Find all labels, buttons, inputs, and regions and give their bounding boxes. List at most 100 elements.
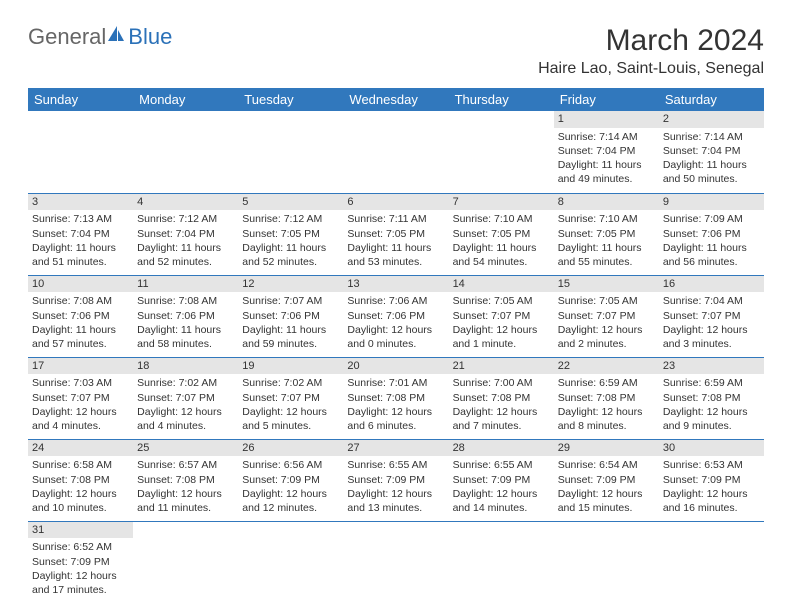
sunrise-text: Sunrise: 7:06 AM [347,294,444,308]
sunrise-text: Sunrise: 7:11 AM [347,212,444,226]
logo: General Blue [28,24,172,50]
day-cell: 12Sunrise: 7:07 AMSunset: 7:06 PMDayligh… [238,275,343,357]
empty-cell [343,111,448,193]
daylight-text: Daylight: 11 hours and 56 minutes. [663,241,760,269]
sunset-text: Sunset: 7:07 PM [558,309,655,323]
sunset-text: Sunset: 7:06 PM [242,309,339,323]
day-cell: 1Sunrise: 7:14 AMSunset: 7:04 PMDaylight… [554,111,659,193]
sunset-text: Sunset: 7:09 PM [32,555,129,569]
sunrise-text: Sunrise: 7:12 AM [137,212,234,226]
sunrise-text: Sunrise: 7:09 AM [663,212,760,226]
day-cell: 11Sunrise: 7:08 AMSunset: 7:06 PMDayligh… [133,275,238,357]
daylight-text: Daylight: 12 hours and 7 minutes. [453,405,550,433]
daylight-text: Daylight: 12 hours and 4 minutes. [32,405,129,433]
sunrise-text: Sunrise: 6:59 AM [663,376,760,390]
day-number: 28 [449,440,554,457]
sunset-text: Sunset: 7:04 PM [558,144,655,158]
sunset-text: Sunset: 7:06 PM [663,227,760,241]
sunset-text: Sunset: 7:05 PM [242,227,339,241]
sunset-text: Sunset: 7:09 PM [242,473,339,487]
sunset-text: Sunset: 7:07 PM [32,391,129,405]
sunset-text: Sunset: 7:05 PM [347,227,444,241]
empty-cell [28,111,133,193]
daylight-text: Daylight: 12 hours and 4 minutes. [137,405,234,433]
day-number: 4 [133,194,238,211]
day-number: 18 [133,358,238,375]
calendar-row: 17Sunrise: 7:03 AMSunset: 7:07 PMDayligh… [28,357,764,439]
sunrise-text: Sunrise: 6:59 AM [558,376,655,390]
sunrise-text: Sunrise: 6:57 AM [137,458,234,472]
sunrise-text: Sunrise: 6:53 AM [663,458,760,472]
month-title: March 2024 [538,24,764,58]
calendar-row: 3Sunrise: 7:13 AMSunset: 7:04 PMDaylight… [28,193,764,275]
sunset-text: Sunset: 7:07 PM [137,391,234,405]
sunrise-text: Sunrise: 6:54 AM [558,458,655,472]
day-cell: 18Sunrise: 7:02 AMSunset: 7:07 PMDayligh… [133,357,238,439]
day-number: 6 [343,194,448,211]
day-cell: 31Sunrise: 6:52 AMSunset: 7:09 PMDayligh… [28,521,133,603]
sunset-text: Sunset: 7:08 PM [663,391,760,405]
day-cell: 21Sunrise: 7:00 AMSunset: 7:08 PMDayligh… [449,357,554,439]
daylight-text: Daylight: 12 hours and 15 minutes. [558,487,655,515]
daylight-text: Daylight: 11 hours and 59 minutes. [242,323,339,351]
daylight-text: Daylight: 11 hours and 53 minutes. [347,241,444,269]
day-number: 25 [133,440,238,457]
daylight-text: Daylight: 11 hours and 50 minutes. [663,158,760,186]
day-number: 11 [133,276,238,293]
daylight-text: Daylight: 11 hours and 55 minutes. [558,241,655,269]
col-monday: Monday [133,88,238,111]
day-number: 21 [449,358,554,375]
daylight-text: Daylight: 12 hours and 16 minutes. [663,487,760,515]
sunset-text: Sunset: 7:04 PM [137,227,234,241]
sunset-text: Sunset: 7:05 PM [453,227,550,241]
sunset-text: Sunset: 7:09 PM [453,473,550,487]
day-cell: 13Sunrise: 7:06 AMSunset: 7:06 PMDayligh… [343,275,448,357]
daylight-text: Daylight: 12 hours and 12 minutes. [242,487,339,515]
day-cell: 28Sunrise: 6:55 AMSunset: 7:09 PMDayligh… [449,439,554,521]
day-number: 20 [343,358,448,375]
sunrise-text: Sunrise: 7:07 AM [242,294,339,308]
day-number: 27 [343,440,448,457]
day-cell: 30Sunrise: 6:53 AMSunset: 7:09 PMDayligh… [659,439,764,521]
sunset-text: Sunset: 7:07 PM [663,309,760,323]
sunset-text: Sunset: 7:08 PM [453,391,550,405]
daylight-text: Daylight: 12 hours and 5 minutes. [242,405,339,433]
empty-cell [659,521,764,603]
daylight-text: Daylight: 11 hours and 52 minutes. [137,241,234,269]
day-cell: 14Sunrise: 7:05 AMSunset: 7:07 PMDayligh… [449,275,554,357]
col-thursday: Thursday [449,88,554,111]
calendar-row: 24Sunrise: 6:58 AMSunset: 7:08 PMDayligh… [28,439,764,521]
day-cell: 9Sunrise: 7:09 AMSunset: 7:06 PMDaylight… [659,193,764,275]
day-cell: 29Sunrise: 6:54 AMSunset: 7:09 PMDayligh… [554,439,659,521]
day-number: 16 [659,276,764,293]
day-cell: 22Sunrise: 6:59 AMSunset: 7:08 PMDayligh… [554,357,659,439]
sunset-text: Sunset: 7:06 PM [347,309,444,323]
day-number: 19 [238,358,343,375]
day-number: 8 [554,194,659,211]
day-cell: 17Sunrise: 7:03 AMSunset: 7:07 PMDayligh… [28,357,133,439]
empty-cell [133,521,238,603]
sunset-text: Sunset: 7:09 PM [347,473,444,487]
day-cell: 24Sunrise: 6:58 AMSunset: 7:08 PMDayligh… [28,439,133,521]
day-cell: 2Sunrise: 7:14 AMSunset: 7:04 PMDaylight… [659,111,764,193]
day-number: 13 [343,276,448,293]
day-number: 22 [554,358,659,375]
day-number: 1 [554,111,659,128]
daylight-text: Daylight: 12 hours and 13 minutes. [347,487,444,515]
sunrise-text: Sunrise: 7:00 AM [453,376,550,390]
sunrise-text: Sunrise: 6:55 AM [453,458,550,472]
day-cell: 8Sunrise: 7:10 AMSunset: 7:05 PMDaylight… [554,193,659,275]
sunrise-text: Sunrise: 7:10 AM [453,212,550,226]
day-cell: 16Sunrise: 7:04 AMSunset: 7:07 PMDayligh… [659,275,764,357]
sunset-text: Sunset: 7:07 PM [453,309,550,323]
empty-cell [554,521,659,603]
daylight-text: Daylight: 12 hours and 14 minutes. [453,487,550,515]
day-cell: 3Sunrise: 7:13 AMSunset: 7:04 PMDaylight… [28,193,133,275]
sunset-text: Sunset: 7:04 PM [32,227,129,241]
sunrise-text: Sunrise: 7:08 AM [32,294,129,308]
sunset-text: Sunset: 7:07 PM [242,391,339,405]
day-cell: 19Sunrise: 7:02 AMSunset: 7:07 PMDayligh… [238,357,343,439]
daylight-text: Daylight: 11 hours and 51 minutes. [32,241,129,269]
sail-icon [106,25,126,43]
calendar-row: 1Sunrise: 7:14 AMSunset: 7:04 PMDaylight… [28,111,764,193]
